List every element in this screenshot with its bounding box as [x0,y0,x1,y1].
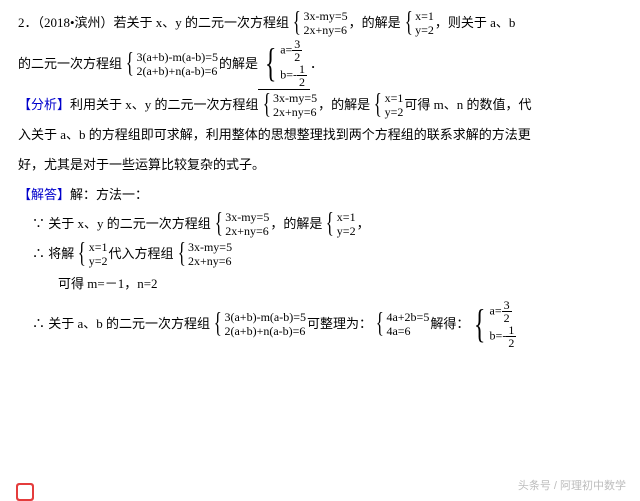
analysis-system: { 3x-my=5 2x+ny=6 [260,91,318,119]
answer-blank: { a=32 b=-12 [258,38,310,90]
analysis-tag: 【分析】 [18,90,70,120]
solve-step-3: 可得 m=－1，n=2 [58,269,622,299]
solve-header: 【解答】 解：方法一： [18,180,622,210]
analysis-solution: { x=1 y=2 [371,91,403,119]
toutiao-logo-icon [16,483,34,501]
solve-step-1: ∵ 关于 x、y 的二元一次方程组 { 3x-my=52x+ny=6 ，的解是 … [32,209,622,239]
analysis-line-2: 入关于 a、b 的方程组即可求解，利用整体的思想整理找到两个方程组的联系求解的方… [18,120,622,150]
footer-attribution: 头条号 / 阿理初中数学 [518,474,626,499]
system-1: { 3x-my=5 2x+ny=6 [290,9,348,37]
solution-1: { x=1 y=2 [402,9,434,37]
solve-step-4: ∴ 关于 a、b 的二元一次方程组 { 3(a+b)-m(a-b)=52(a+b… [32,299,622,349]
problem-line-2: 的二元一次方程组 { 3(a+b)-m(a-b)=5 2(a+b)+n(a-b)… [18,38,622,90]
system-2: { 3(a+b)-m(a-b)=5 2(a+b)+n(a-b)=6 [123,50,218,78]
analysis-line-3: 好，尤其是对于一些运算比较复杂的式子。 [18,150,622,180]
problem-line-1: 2．（2018•滨州）若关于 x、y 的二元一次方程组 { 3x-my=5 2x… [18,8,622,38]
solve-tag: 【解答】 [18,180,70,210]
analysis-line-1: 【分析】 利用关于 x、y 的二元一次方程组 { 3x-my=5 2x+ny=6… [18,90,622,120]
solve-step-2: ∴ 将解 { x=1y=2 代入方程组 { 3x-my=52x+ny=6 [32,239,622,269]
problem-intro: 2．（2018•滨州）若关于 x、y 的二元一次方程组 [18,8,289,38]
